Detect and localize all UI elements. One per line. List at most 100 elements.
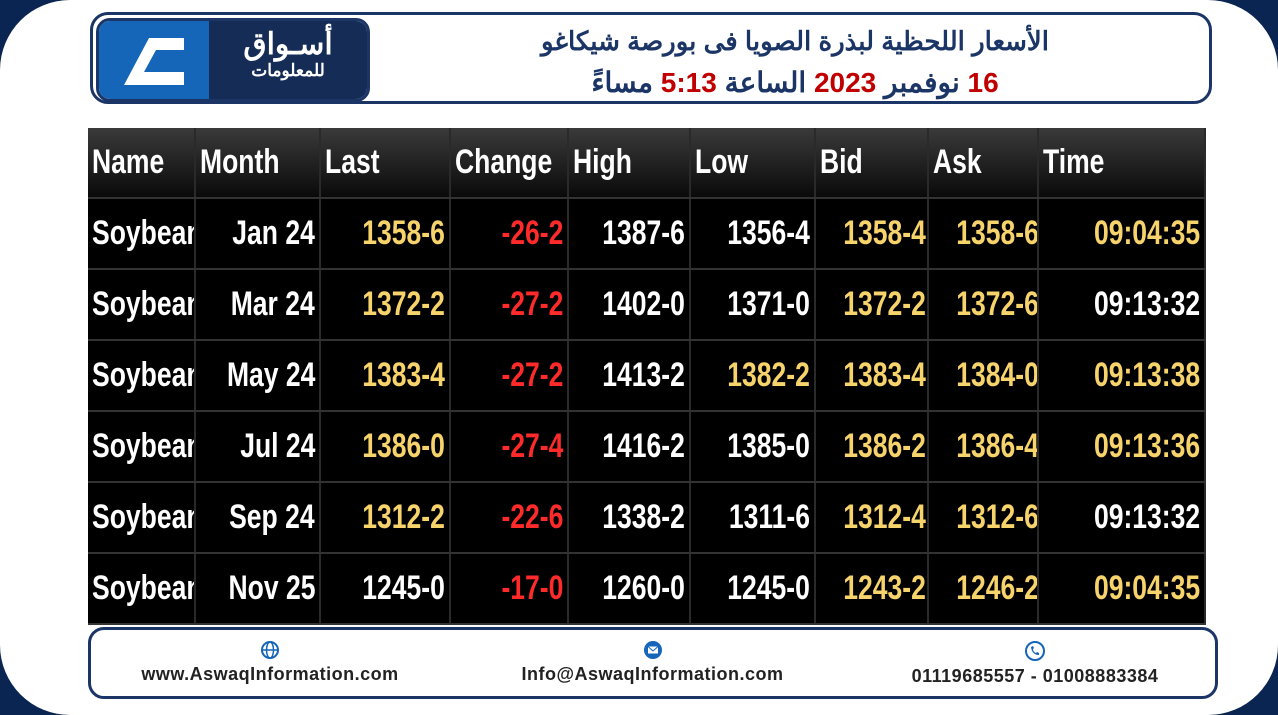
table-cell: 1413-2 [568, 340, 691, 412]
footer-frame [88, 627, 1218, 699]
quote-table: Name Month Last Change High Low Bid Ask Time Soyb… [88, 128, 1206, 625]
table-cell: 1245-0 [320, 553, 451, 625]
cell-text: 1312-2 [362, 498, 445, 536]
logo-icon [99, 21, 209, 99]
column-header: Change [450, 128, 569, 199]
phone: 01119685557 - 01008883384 [911, 666, 1159, 686]
cell-text: 1386-0 [362, 427, 445, 465]
subtitle-part: نوفمبر [884, 67, 960, 98]
table-cell: 1243-2 [815, 553, 929, 625]
table-cell: 1402-0 [568, 269, 691, 341]
header-frame [90, 12, 1212, 104]
table-cell: 1245-0 [690, 553, 816, 625]
table-cell: 09:13:36 [1038, 411, 1206, 483]
cell-text: Mar 24 [230, 285, 315, 323]
table-cell: -22-6 [450, 482, 569, 554]
email: Info@AswaqInformation.com [521, 664, 784, 684]
table-cell: -27-2 [450, 269, 569, 341]
table-cell: 1387-6 [568, 198, 691, 270]
cell-text: 1312-6 [956, 498, 1038, 536]
column-header-text: Time [1043, 143, 1105, 181]
table-cell: -17-0 [450, 553, 569, 625]
cell-text: 1387-6 [602, 214, 685, 252]
table-cell: 1312-2 [320, 482, 451, 554]
cell-text: -17-0 [501, 569, 563, 607]
table-cell: 1383-4 [320, 340, 451, 412]
subtitle-part: الساعة [724, 67, 807, 98]
cell-text: 09:04:35 [1093, 214, 1200, 252]
cell-text: Sep 24 [229, 498, 315, 536]
column-header-text: Name [92, 143, 165, 181]
table-cell: Jan 24 [195, 198, 321, 270]
cell-text: 1356-4 [727, 214, 810, 252]
cell-text: Soybean [92, 427, 195, 465]
table-cell: 1386-4 [928, 411, 1039, 483]
cell-text: -26-2 [501, 214, 563, 252]
footer-website: www.AswaqInformation.com [105, 640, 435, 685]
cell-text: 1358-6 [362, 214, 445, 252]
cell-text: Nov 25 [228, 569, 315, 607]
table-cell: May 24 [195, 340, 321, 412]
cell-text: Soybean [92, 569, 195, 607]
subtitle: 16 نوفمبر 2023 الساعة 5:13 مساءً [390, 66, 1200, 99]
column-header-text: Low [695, 143, 749, 181]
cell-text: 1358-6 [956, 214, 1038, 252]
cell-text: 1402-0 [602, 285, 685, 323]
column-header: High [568, 128, 691, 199]
cell-text: 09:04:35 [1093, 569, 1200, 607]
cell-text: Soybean [92, 498, 195, 536]
table-row: Soybean May 24 1383-4 -27-2 1413-2 1382-2 1383… [88, 340, 1206, 412]
table-row: Soybean Sep 24 1312-2 -22-6 1338-2 1311-6 1312… [88, 482, 1206, 554]
table-cell: -27-4 [450, 411, 569, 483]
footer-phone: 01119685557 - 01008883384 [870, 640, 1200, 687]
footer-email: Info@AswaqInformation.com [485, 640, 820, 685]
logo: أسـواق للمعلومات [96, 18, 370, 102]
cell-text: 1312-4 [843, 498, 926, 536]
column-header-text: Change [455, 143, 553, 181]
table-cell: 1356-4 [690, 198, 816, 270]
table-cell: 1358-4 [815, 198, 929, 270]
table-cell: Soybean [88, 269, 196, 341]
table-cell: 1358-6 [320, 198, 451, 270]
table-cell: 1372-2 [815, 269, 929, 341]
column-header-text: Ask [933, 143, 982, 181]
cell-text: 1372-2 [362, 285, 445, 323]
cell-text: -27-2 [501, 356, 563, 394]
table-row: Soybean Nov 25 1245-0 -17-0 1260-0 1245-0 1243… [88, 553, 1206, 625]
cell-text: Soybean [92, 356, 195, 394]
column-header: Bid [815, 128, 929, 199]
table-cell: Soybean [88, 553, 196, 625]
cell-text: 09:13:32 [1093, 285, 1200, 323]
cell-text: May 24 [226, 356, 315, 394]
cell-text: 1358-4 [843, 214, 926, 252]
cell-text: 1386-4 [956, 427, 1038, 465]
logo-subtitle: للمعلومات [251, 61, 325, 80]
table-cell: 1312-4 [815, 482, 929, 554]
table-cell: 1246-2 [928, 553, 1039, 625]
table-cell: -26-2 [450, 198, 569, 270]
column-header: Time [1038, 128, 1206, 199]
subtitle-part: 5:13 [660, 67, 717, 98]
table-cell: 1382-2 [690, 340, 816, 412]
table-cell: 09:13:32 [1038, 269, 1206, 341]
table-cell: -27-2 [450, 340, 569, 412]
cell-text: -27-2 [501, 285, 563, 323]
title: الأسعار اللحظية لبذرة الصويا فى بورصة شي… [540, 26, 1049, 56]
cell-text: 1386-2 [843, 427, 926, 465]
subtitle-part: مساءً [591, 67, 653, 98]
cell-text: 1246-2 [956, 569, 1038, 607]
table-cell: 1311-6 [690, 482, 816, 554]
cell-text: 1371-0 [727, 285, 810, 323]
table-cell: Soybean [88, 340, 196, 412]
table-cell: 09:04:35 [1038, 198, 1206, 270]
column-header: Month [195, 128, 321, 199]
cell-text: -27-4 [501, 427, 563, 465]
logo-title: أسـواق [243, 28, 333, 61]
table-cell: 1371-0 [690, 269, 816, 341]
cell-text: 1245-0 [727, 569, 810, 607]
cell-text: 09:13:36 [1093, 427, 1200, 465]
cell-text: 1416-2 [602, 427, 685, 465]
cell-text: Soybean [92, 214, 195, 252]
table-cell: 1383-4 [815, 340, 929, 412]
cell-text: 1245-0 [362, 569, 445, 607]
